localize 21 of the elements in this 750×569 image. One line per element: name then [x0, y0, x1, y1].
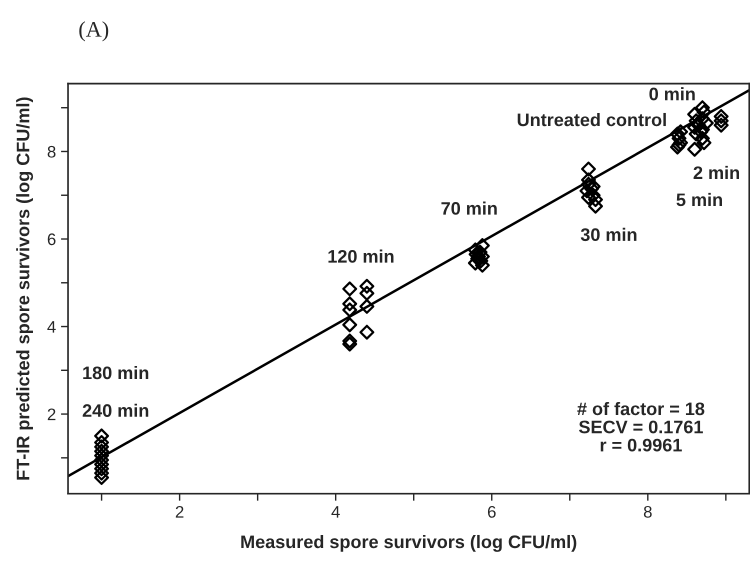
- y-tick-label: 6: [48, 233, 56, 246]
- annotation: 240 min: [82, 404, 148, 417]
- x-tick-label: 4: [331, 506, 340, 518]
- y-tick-label: 4: [47, 321, 56, 333]
- annotation: 180 min: [83, 366, 148, 380]
- x-tick-label: 6: [488, 506, 496, 518]
- chart-title: (A): [79, 21, 108, 42]
- x-axis-title: Measured spore survivors (log CFU/ml): [241, 534, 576, 552]
- x-tick-label: 8: [644, 506, 652, 518]
- annotation: 2 min: [694, 166, 740, 179]
- annotation: 120 min: [328, 250, 394, 263]
- annotation: 70 min: [441, 202, 497, 215]
- y-tick-label: 2: [48, 408, 56, 420]
- y-tick-label: 8: [48, 146, 56, 158]
- annotation: Untreated control: [518, 112, 666, 126]
- annotation: 0 min: [649, 87, 695, 100]
- x-tick-label: 2: [176, 506, 184, 518]
- annotation: 5 min: [676, 192, 722, 206]
- annotation: 30 min: [580, 228, 636, 242]
- annotation: # of factor = 18 SECV = 0.1761 r = 0.9961: [577, 402, 704, 452]
- y-axis-title: FT-IR predicted spore survivors (log CFU/ml): [16, 97, 34, 480]
